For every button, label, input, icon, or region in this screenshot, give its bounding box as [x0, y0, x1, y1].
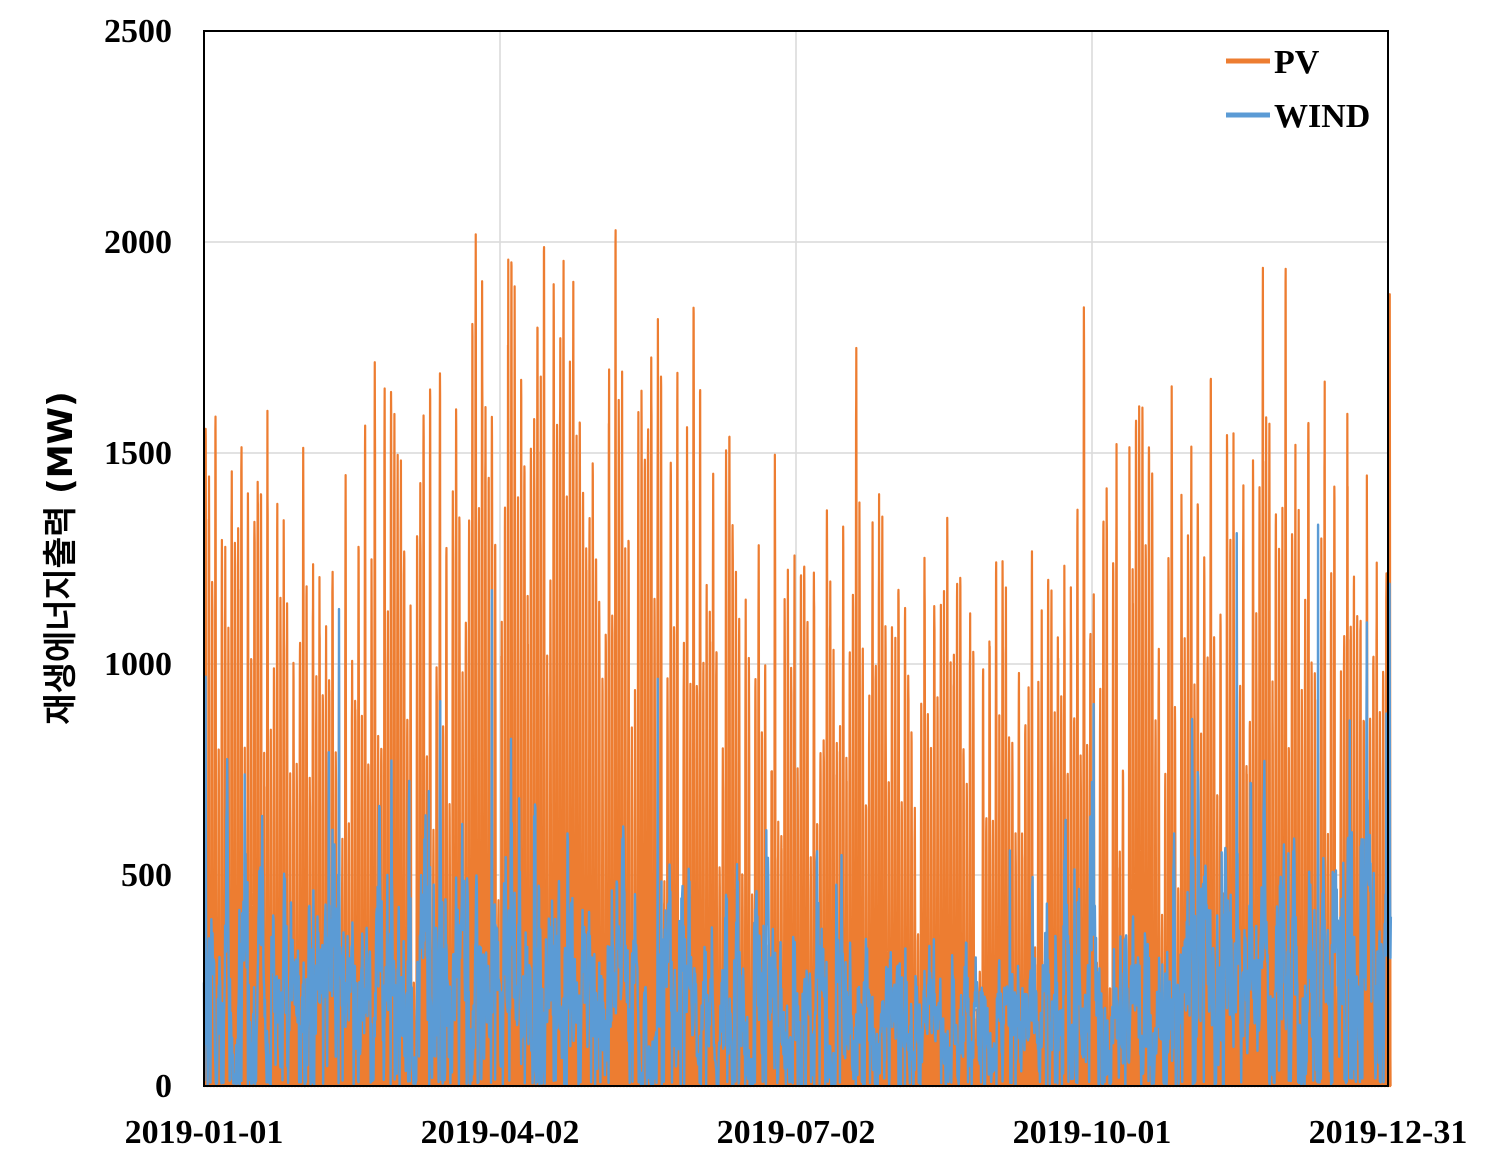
x-tick-label: 2019-07-02: [717, 1114, 876, 1151]
x-tick-label: 2019-04-02: [421, 1114, 580, 1151]
x-axis-ticks: 2019-01-01 2019-04-02 2019-07-02 2019-10-01…: [125, 1114, 1468, 1151]
legend: PV WIND: [1226, 44, 1370, 135]
plot-frame: [203, 30, 1389, 1087]
x-tick-label: 2019-10-01: [1013, 1114, 1172, 1151]
y-tick-label: 1000: [104, 646, 172, 683]
y-tick-label: 1500: [104, 435, 172, 472]
y-tick-label: 2500: [104, 13, 172, 50]
x-tick-label: 2019-12-31: [1309, 1114, 1468, 1151]
y-axis-label: 재생에너지출력 (MW): [41, 391, 81, 724]
y-tick-label: 500: [121, 857, 172, 894]
legend-wind-label: WIND: [1274, 98, 1370, 135]
y-axis-ticks: 0 500 1000 1500 2000 2500: [104, 13, 172, 1105]
y-tick-label: 0: [155, 1068, 172, 1105]
wind-line: [202, 523, 1393, 1088]
x-tick-label: 2019-01-01: [125, 1114, 284, 1151]
y-tick-label: 2000: [104, 224, 172, 261]
wind-series: [202, 523, 1393, 1088]
legend-pv-label: PV: [1274, 44, 1320, 81]
